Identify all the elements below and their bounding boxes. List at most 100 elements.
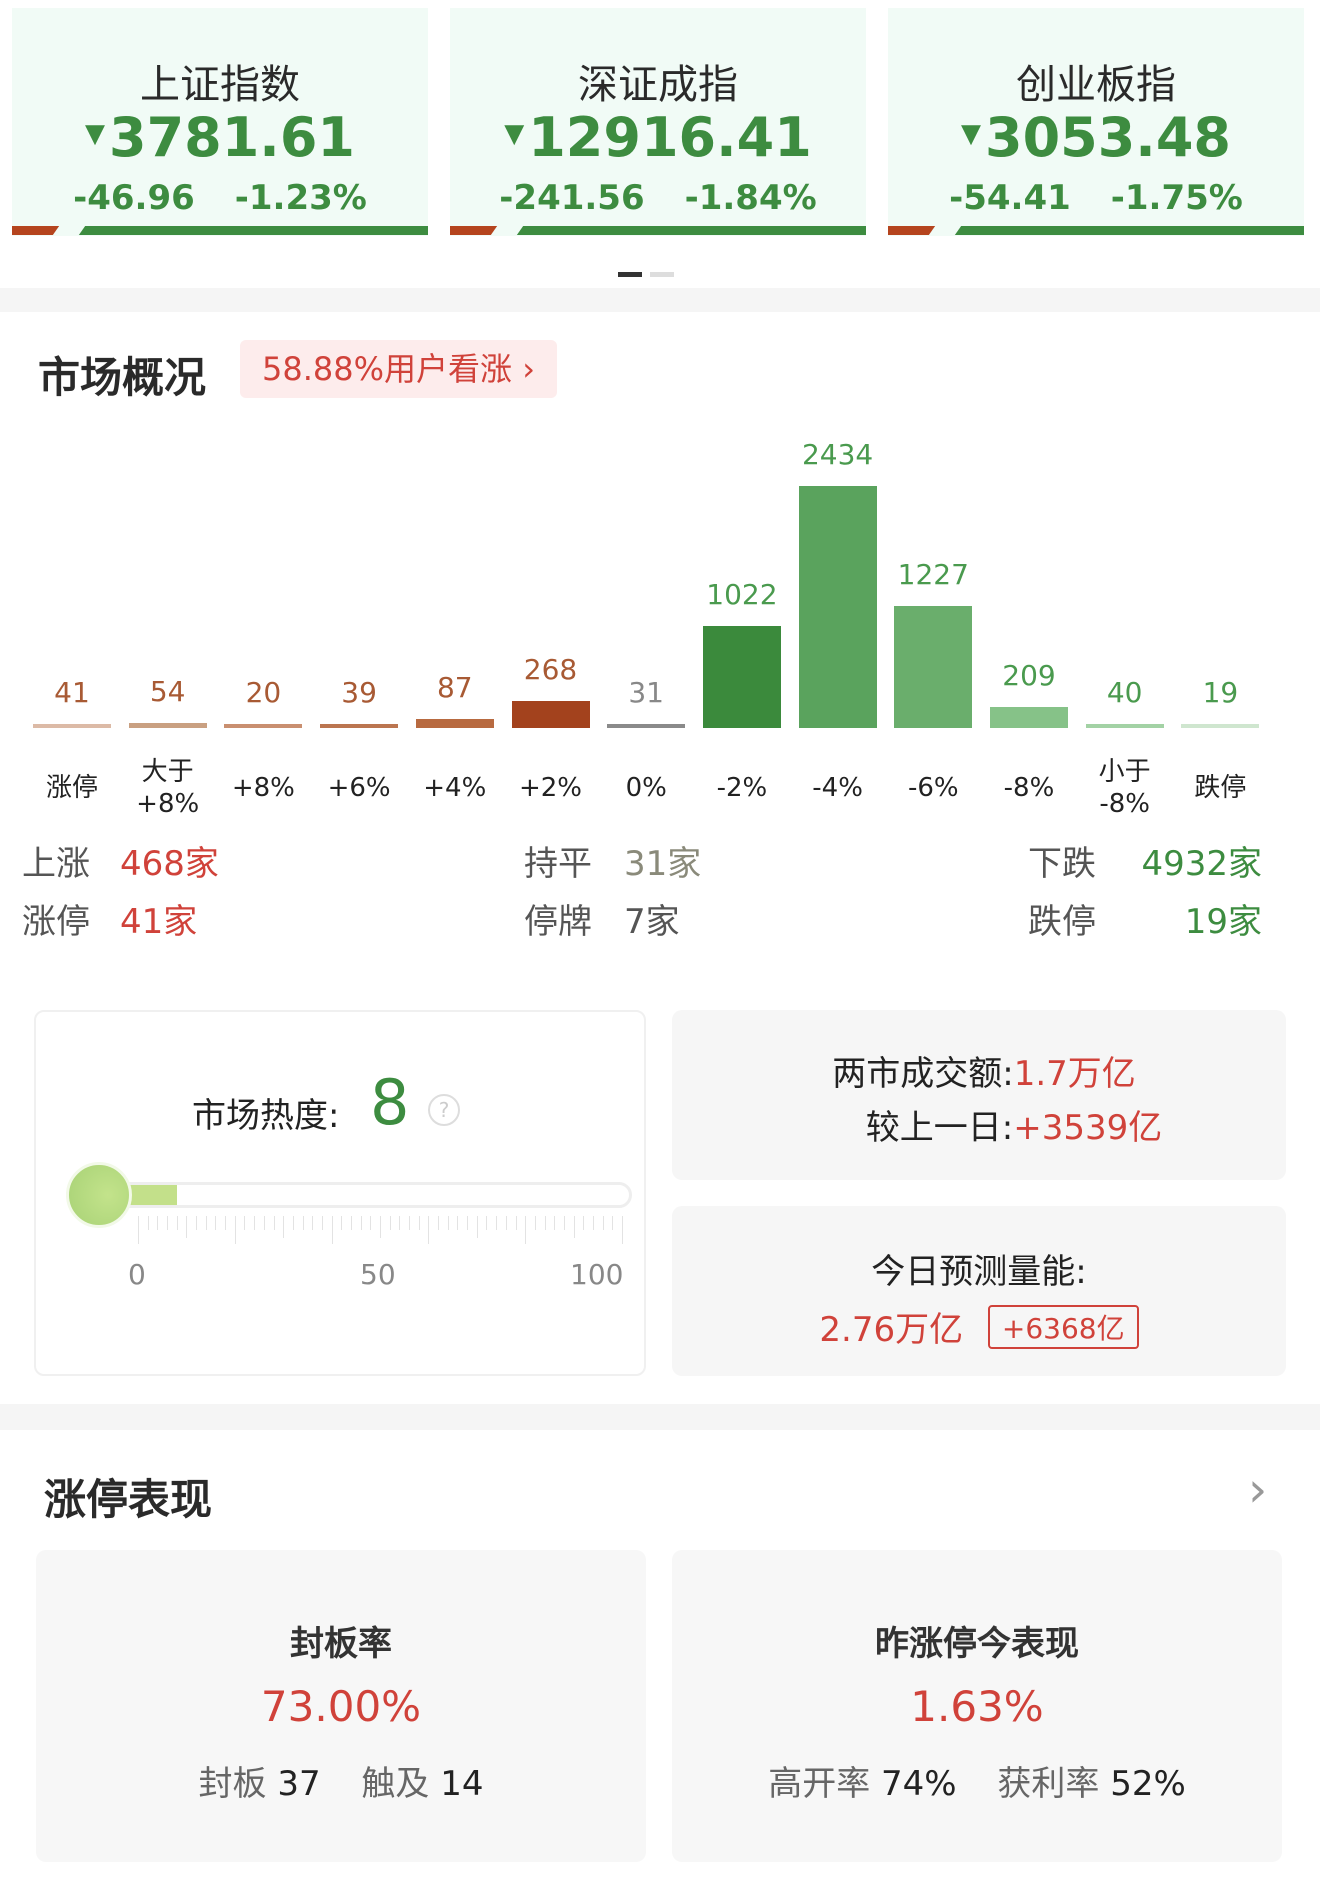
sentiment-text: 58.88%用户看涨 <box>262 350 513 388</box>
market-heat-card: 市场热度: 8 ? 0 50 100 <box>34 1010 646 1376</box>
question-circle-icon[interactable]: ? <box>428 1094 460 1126</box>
heat-label: 市场热度: <box>192 1096 340 1136</box>
bar-9 <box>894 606 973 728</box>
scale-tick <box>196 1216 198 1230</box>
category-label: -2% <box>716 773 768 803</box>
bar-value-label: 54 <box>149 674 186 708</box>
scale-tick <box>612 1216 614 1230</box>
scale-tick <box>544 1216 546 1230</box>
scale-tick <box>496 1216 498 1230</box>
heat-tick-label: 100 <box>570 1258 624 1291</box>
yesterday-limit-up-card[interactable]: 昨涨停今表现 1.63% 高开率 74% 获利率 52% <box>672 1550 1282 1862</box>
scale-tick <box>418 1216 420 1230</box>
suspended-value: 7家 <box>624 902 680 942</box>
scale-tick <box>225 1216 227 1230</box>
category-label: +2% <box>518 773 583 803</box>
compare-label: 较上一日: <box>865 1108 1014 1148</box>
scale-tick <box>370 1216 372 1230</box>
limit-down-label: 跌停 <box>1028 902 1096 942</box>
bar-11 <box>1085 724 1164 728</box>
scale-tick <box>457 1216 459 1230</box>
sentiment-badge[interactable]: 58.88%用户看涨 › <box>240 340 557 398</box>
carousel-dot[interactable] <box>650 272 674 277</box>
turnover-card: 两市成交额:1.7万亿 较上一日:+3539亿 <box>672 1010 1286 1180</box>
limit-up-value: 41家 <box>120 902 198 942</box>
profit-value: 52% <box>1110 1764 1186 1804</box>
scale-tick <box>409 1216 411 1230</box>
scale-tick <box>263 1216 265 1230</box>
scale-tick <box>157 1216 159 1230</box>
up-label: 上涨 <box>22 844 90 884</box>
scale-tick <box>486 1216 488 1230</box>
scale-tick <box>515 1216 517 1230</box>
scale-tick <box>467 1216 469 1230</box>
scale-tick <box>380 1216 381 1238</box>
forecast-delta-badge: +6368亿 <box>987 1305 1139 1349</box>
index-name: 深证成指 <box>578 62 738 108</box>
scale-tick <box>147 1216 149 1230</box>
scale-tick <box>505 1216 507 1230</box>
scale-tick <box>273 1216 275 1230</box>
heat-scale <box>138 1216 623 1246</box>
forecast-label: 今日预测量能: <box>871 1252 1087 1292</box>
index-price: 3053.48 <box>985 106 1231 169</box>
index-card-shanghai[interactable]: 上证指数 ▼3781.61 -46.96 -1.23% <box>12 8 428 236</box>
scale-tick <box>302 1216 304 1230</box>
scale-tick <box>292 1216 294 1230</box>
bar-6 <box>607 724 686 728</box>
suspended-label: 停牌 <box>524 902 592 942</box>
bar-12 <box>1181 724 1260 728</box>
category-label: 小于 -8% <box>1098 757 1151 819</box>
scale-tick <box>534 1216 536 1230</box>
down-label: 下跌 <box>1028 844 1096 884</box>
heat-tick-label: 50 <box>360 1258 396 1291</box>
scale-tick <box>234 1216 236 1244</box>
chevron-right-icon: › <box>522 350 535 388</box>
index-card-chinext[interactable]: 创业板指 ▼3053.48 -54.41 -1.75% <box>888 8 1304 236</box>
category-label: 0% <box>625 773 667 803</box>
bar-value-label: 1227 <box>897 558 969 591</box>
scale-tick <box>476 1216 478 1238</box>
down-value: 4932家 <box>1141 844 1262 884</box>
chevron-right-icon[interactable]: › <box>1248 1462 1268 1518</box>
open-label: 高开率 <box>768 1764 871 1804</box>
bar-2 <box>224 724 303 728</box>
divider <box>0 288 1320 312</box>
bar-0 <box>33 723 111 728</box>
index-name: 上证指数 <box>140 62 300 108</box>
index-pct: -1.23% <box>234 178 367 218</box>
section-title-market: 市场概况 <box>38 353 207 402</box>
profit-label: 获利率 <box>997 1764 1100 1804</box>
index-card-shenzhen[interactable]: 深证成指 ▼12916.41 -241.56 -1.84% <box>450 8 866 236</box>
bar-1 <box>128 722 207 728</box>
scale-tick <box>244 1216 246 1230</box>
category-label: 大于 +8% <box>136 757 200 819</box>
down-triangle-icon: ▼ <box>504 119 525 149</box>
bar-3 <box>320 724 399 728</box>
scale-tick <box>563 1216 565 1230</box>
index-change: -46.96 <box>73 178 195 218</box>
scale-tick <box>447 1216 449 1230</box>
scale-tick <box>254 1216 256 1230</box>
scale-tick <box>167 1216 169 1230</box>
index-price: 3781.61 <box>109 106 355 169</box>
category-label: +4% <box>423 773 487 803</box>
bar-value-label: 1022 <box>706 578 778 612</box>
sealed-value: 37 <box>277 1764 321 1804</box>
carousel-dot-active[interactable] <box>618 272 642 277</box>
bar-value-label: 19 <box>1202 676 1239 709</box>
scale-tick <box>215 1216 217 1230</box>
scale-tick <box>360 1216 362 1230</box>
limit-up-label: 涨停 <box>22 902 90 942</box>
forecast-card: 今日预测量能: 2.76万亿 +6368亿 <box>672 1206 1286 1376</box>
index-price: 12916.41 <box>528 106 812 169</box>
index-change: -54.41 <box>949 178 1071 218</box>
index-pct: -1.84% <box>684 178 817 218</box>
flat-value: 31家 <box>624 844 702 884</box>
bar-4 <box>415 719 494 728</box>
scale-tick <box>428 1216 430 1244</box>
bar-value-label: 39 <box>341 676 377 709</box>
seal-rate-card[interactable]: 封板率 73.00% 封板 37 触及 14 <box>36 1550 646 1862</box>
up-down-ratio-bar <box>888 225 1304 236</box>
heat-tick-label: 0 <box>128 1258 146 1291</box>
